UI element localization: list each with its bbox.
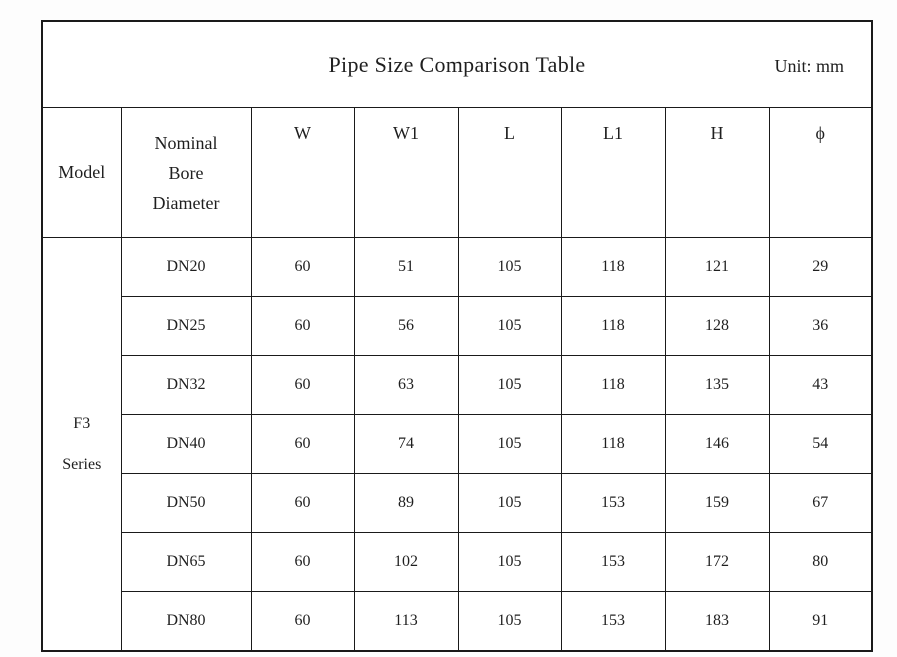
bore-cell: DN80: [120, 591, 252, 652]
table-row-dn50: DN50 60 89 105 153 159 67: [42, 473, 873, 533]
value-cell: 153: [560, 532, 666, 592]
value-cell: 89: [353, 473, 459, 533]
model-series-line-1: F3: [73, 415, 91, 432]
value-cell: 91: [768, 591, 873, 652]
value-cell: 118: [560, 296, 666, 356]
bore-cell: DN25: [120, 296, 252, 356]
col-header-h: H: [664, 107, 770, 238]
title-row: Pipe Size Comparison Table Unit: mm: [41, 20, 873, 108]
value-cell: 29: [768, 237, 873, 297]
value-cell: 60: [250, 237, 355, 297]
value-cell: 105: [457, 473, 562, 533]
value-cell: 56: [353, 296, 459, 356]
bore-cell: DN32: [120, 355, 252, 415]
value-cell: 43: [768, 355, 873, 415]
pipe-size-table: Pipe Size Comparison Table Unit: mm Mode…: [41, 20, 873, 652]
value-cell: 105: [457, 532, 562, 592]
col-header-model: Model: [41, 107, 122, 238]
table-row-dn25: DN25 60 56 105 118 128 36: [42, 296, 873, 356]
bore-cell: DN20: [120, 237, 252, 297]
value-cell: 60: [250, 532, 355, 592]
unit-label: Unit: mm: [774, 55, 844, 76]
col-header-w: W: [250, 107, 355, 238]
title-cell: Pipe Size Comparison Table Unit: mm: [41, 20, 873, 108]
value-cell: 67: [768, 473, 873, 533]
value-cell: 63: [353, 355, 459, 415]
value-cell: 60: [250, 296, 355, 356]
value-cell: 102: [353, 532, 459, 592]
value-cell: 54: [768, 414, 873, 474]
header-row: Model Nominal Bore Diameter W W1 L L1 H …: [41, 107, 873, 238]
value-cell: 153: [560, 473, 666, 533]
nominal-header-line-1: Nominal: [154, 132, 218, 153]
value-cell: 105: [457, 296, 562, 356]
table-row-dn32: DN32 60 63 105 118 135 43: [42, 355, 873, 415]
value-cell: 51: [353, 237, 459, 297]
value-cell: 183: [664, 591, 770, 652]
value-cell: 118: [560, 237, 666, 297]
col-header-l1: L1: [560, 107, 666, 238]
value-cell: 105: [457, 237, 562, 297]
value-cell: 60: [250, 355, 355, 415]
model-series-line-2: Series: [62, 456, 102, 473]
value-cell: 60: [250, 473, 355, 533]
value-cell: 105: [457, 414, 562, 474]
value-cell: 36: [768, 296, 873, 356]
model-series-cell: F3 Series: [41, 237, 122, 652]
value-cell: 172: [664, 532, 770, 592]
value-cell: 118: [560, 355, 666, 415]
nominal-header-line-2: Bore: [168, 162, 204, 183]
nominal-header-line-3: Diameter: [152, 192, 220, 213]
value-cell: 105: [457, 355, 562, 415]
col-header-phi: ϕ: [768, 107, 873, 238]
col-header-w1: W1: [353, 107, 459, 238]
bore-cell: DN40: [120, 414, 252, 474]
value-cell: 146: [664, 414, 770, 474]
value-cell: 153: [560, 591, 666, 652]
value-cell: 159: [664, 473, 770, 533]
value-cell: 113: [353, 591, 459, 652]
table-row-dn65: DN65 60 102 105 153 172 80: [42, 532, 873, 592]
value-cell: 118: [560, 414, 666, 474]
value-cell: 80: [768, 532, 873, 592]
value-cell: 135: [664, 355, 770, 415]
value-cell: 60: [250, 591, 355, 652]
value-cell: 60: [250, 414, 355, 474]
page-title: Pipe Size Comparison Table: [328, 51, 586, 77]
bore-cell: DN65: [120, 532, 252, 592]
col-header-nominal-bore-diameter: Nominal Bore Diameter: [120, 107, 252, 238]
table-row-dn40: DN40 60 74 105 118 146 54: [42, 414, 873, 474]
value-cell: 128: [664, 296, 770, 356]
value-cell: 74: [353, 414, 459, 474]
table-row-dn20: F3 Series DN20 60 51 105 118 121 29: [41, 237, 873, 652]
value-cell: 121: [664, 237, 770, 297]
value-cell: 105: [457, 591, 562, 652]
table-row-dn80: DN80 60 113 105 153 183 91: [42, 591, 873, 652]
bore-cell: DN50: [120, 473, 252, 533]
col-header-l: L: [457, 107, 562, 238]
